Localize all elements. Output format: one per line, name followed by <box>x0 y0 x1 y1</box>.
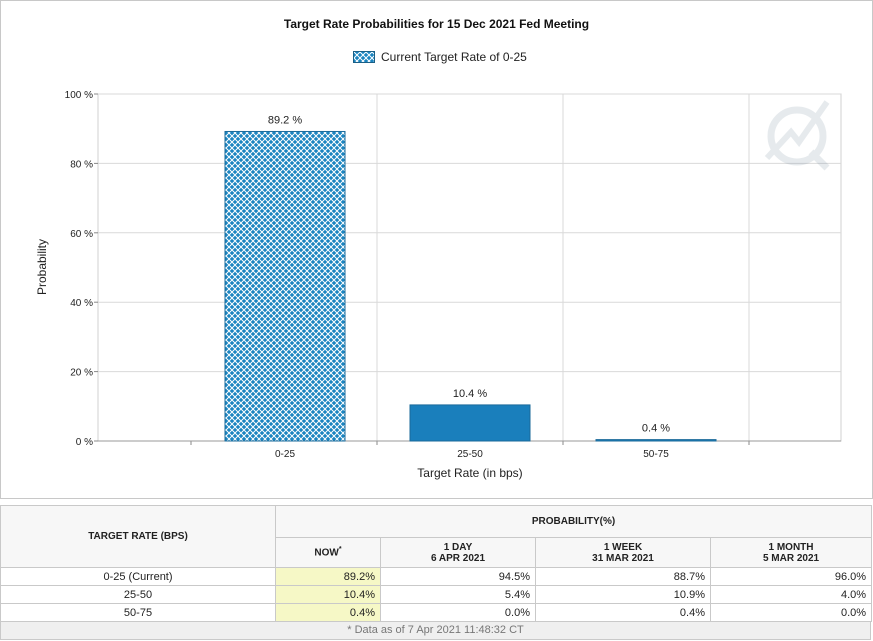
chart-panel: 0 % 20 % 40 % 60 % 80 % 100 % 89.2 % 0-25 10.4 %… <box>0 0 873 499</box>
x-axis-title: Target Rate (in bps) <box>417 466 522 480</box>
bar-chart: 0 % 20 % 40 % 60 % 80 % 100 % 89.2 % 0-25 10.4 %… <box>35 90 842 480</box>
x-tick-label: 0-25 <box>275 449 295 460</box>
row-now: 89.2% <box>275 567 381 586</box>
bar-0-25[interactable] <box>224 130 346 442</box>
bar-value-label: 10.4 % <box>453 388 487 400</box>
bar-value-label: 89.2 % <box>268 114 302 126</box>
row-rate: 50-75 <box>0 603 276 622</box>
data-timestamp-footnote: * Data as of 7 Apr 2021 11:48:32 CT <box>0 622 871 640</box>
bar-value-label: 0.4 % <box>642 423 670 435</box>
legend-swatch <box>353 51 375 63</box>
row-1day: 5.4% <box>380 585 536 604</box>
probability-table: TARGET RATE (BPS) PROBABILITY(%) NOW* 1 … <box>0 505 873 622</box>
header-1month: 1 MONTH 5 MAR 2021 <box>709 537 873 568</box>
y-axis-title: Probability <box>35 239 49 295</box>
y-tick-label: 20 % <box>70 368 93 379</box>
row-1month: 4.0% <box>709 585 873 604</box>
row-rate: 25-50 <box>0 585 276 604</box>
row-1day: 0.0% <box>380 603 536 622</box>
row-now: 10.4% <box>275 585 381 604</box>
row-1month: 96.0% <box>709 567 873 586</box>
table-row: 25-50 10.4% 5.4% 10.9% 4.0% <box>0 585 873 604</box>
y-tick-label: 0 % <box>76 437 93 448</box>
chart-title: Target Rate Probabilities for 15 Dec 202… <box>283 17 590 31</box>
row-1week: 10.9% <box>535 585 711 604</box>
header-target-rate: TARGET RATE (BPS) <box>0 505 276 568</box>
header-now: NOW* <box>275 537 381 568</box>
row-1day: 94.5% <box>380 567 536 586</box>
x-tick-label: 50-75 <box>643 449 669 460</box>
watermark-logo <box>764 100 830 171</box>
bar-50-75[interactable] <box>595 439 717 442</box>
header-1week: 1 WEEK 31 MAR 2021 <box>535 537 711 568</box>
legend-label: Current Target Rate of 0-25 <box>381 50 527 64</box>
row-1month: 0.0% <box>709 603 873 622</box>
x-tick-label: 25-50 <box>457 449 483 460</box>
y-tick-label: 80 % <box>70 159 93 170</box>
chart-legend[interactable]: Current Target Rate of 0-25 <box>353 50 527 64</box>
table-row: 50-75 0.4% 0.0% 0.4% 0.0% <box>0 603 873 622</box>
bar-25-50[interactable] <box>409 404 531 442</box>
row-now: 0.4% <box>275 603 381 622</box>
header-probability: PROBABILITY(%) <box>274 505 873 538</box>
probability-table-panel: TARGET RATE (BPS) PROBABILITY(%) NOW* 1 … <box>0 505 873 640</box>
y-tick-label: 60 % <box>70 229 93 240</box>
row-1week: 0.4% <box>535 603 711 622</box>
y-tick-label: 100 % <box>65 90 93 101</box>
y-tick-label: 40 % <box>70 298 93 309</box>
row-rate: 0-25 (Current) <box>0 567 276 586</box>
row-1week: 88.7% <box>535 567 711 586</box>
header-1day: 1 DAY 6 APR 2021 <box>380 537 536 568</box>
table-row: 0-25 (Current) 89.2% 94.5% 88.7% 96.0% <box>0 567 873 586</box>
